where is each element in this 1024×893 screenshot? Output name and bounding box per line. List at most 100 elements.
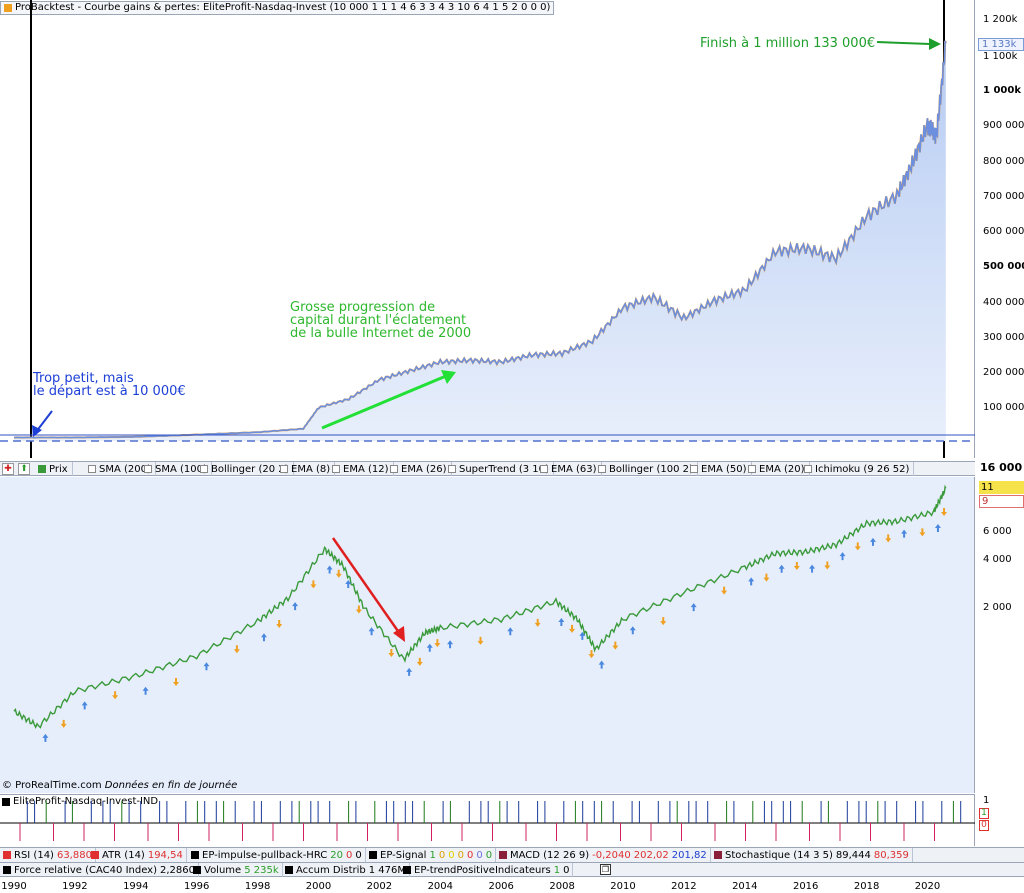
last-price-text: 11 288,57 <box>981 482 994 493</box>
indicator-value-item[interactable]: EP-trendPositiveIndicateurs 1 0 <box>400 863 574 877</box>
checkbox-icon[interactable] <box>332 465 340 473</box>
up-arrow-button[interactable]: ⬆ <box>18 463 30 475</box>
price-chart <box>13 484 948 742</box>
buy-arrow-icon <box>869 537 876 546</box>
indicator-value: 20 <box>330 849 343 861</box>
x-tick-label: 2020 <box>914 881 941 892</box>
buy-arrow-icon <box>142 686 149 695</box>
x-tick-label: 1998 <box>244 881 271 892</box>
toolbar-item[interactable]: Ichimoku (9 26 52) <box>800 462 915 476</box>
indicator-y-axis[interactable]: 1 1 0 <box>975 794 1024 846</box>
sell-arrow-icon <box>416 657 423 666</box>
checkbox-icon[interactable] <box>748 465 756 473</box>
indicator-badge-text: 0 <box>981 820 987 830</box>
start-annotation-line: le départ est à 10 000€ <box>33 384 186 399</box>
indicator-value: 0 <box>563 864 570 876</box>
equity-y-axis[interactable]: 1 200k 1 133k 1 100k 1 000k 900 000 800 … <box>975 0 1024 458</box>
x-tick-label: 2010 <box>610 881 636 892</box>
price-y-axis[interactable]: 11 288,57 9 733,62 6 000 4 000 2 000 <box>975 477 1024 793</box>
indicator-value: 63,880 <box>56 849 92 861</box>
sell-arrow-icon <box>60 719 67 728</box>
indicator-value-item[interactable]: EP-impulse-pullback-HRC 20 0 0 <box>188 848 366 862</box>
bubble-arrowhead <box>441 370 456 384</box>
toolbar-item[interactable]: Bollinger (100 2) <box>594 462 698 476</box>
checkbox-icon[interactable] <box>598 465 606 473</box>
checkbox-icon[interactable] <box>144 465 152 473</box>
indicator-value: 0 <box>476 849 483 861</box>
indicator-value-item[interactable]: RSI (14) 63,880 <box>0 848 96 862</box>
x-tick-label: 1990 <box>1 881 27 892</box>
indicator-value-item[interactable]: Volume 5 235k <box>190 863 283 877</box>
toolbar-item[interactable]: EMA (63) <box>536 462 602 476</box>
checkbox-icon[interactable] <box>200 465 208 473</box>
indicator-value-item[interactable]: Stochastique (14 3 5) 89,444 80,359 <box>711 848 913 862</box>
price-footer: © ProRealTime.com Données en fin de jour… <box>2 781 237 791</box>
x-tick-label: 2006 <box>488 881 514 892</box>
buy-arrow-icon <box>579 631 586 640</box>
price-line <box>13 484 947 730</box>
bubble-annotation: Grosse progression de capital durant l'é… <box>290 301 471 340</box>
indicator-panel-title: EliteProfit-Nasdaq-Invest-IND <box>2 797 158 807</box>
sell-arrow-icon <box>588 650 595 659</box>
x-axis[interactable]: 1990 1992 1994 1996 1998 2000 2002 2004 2006 2008… <box>0 877 1024 893</box>
indicator-value: 89,444 <box>835 849 871 861</box>
toolbar-item[interactable]: EMA (50) <box>686 462 752 476</box>
buy-arrow-icon <box>809 564 816 573</box>
footer-copyright: © ProRealTime.com <box>2 780 102 791</box>
current-value-badge: 1 133k <box>978 38 1024 51</box>
toolbar-item[interactable]: SMA (200) <box>84 462 156 476</box>
toolbar-item[interactable]: EMA (12) <box>328 462 394 476</box>
indicator-value: 2,2860 <box>160 864 195 876</box>
indicator-name: EP-impulse-pullback-HRC <box>202 849 328 861</box>
indicator-value: -0,2040 <box>592 849 631 861</box>
checkbox-icon[interactable] <box>280 465 288 473</box>
price-panel: © ProRealTime.com Données en fin de jour… <box>0 477 975 793</box>
checkbox-icon[interactable] <box>540 465 548 473</box>
sell-arrow-icon <box>824 561 831 570</box>
checkbox-icon[interactable] <box>690 465 698 473</box>
toolbar-item[interactable]: SuperTrend (3 10) <box>444 462 554 476</box>
toolbar-item[interactable]: Prix <box>34 462 73 476</box>
y-tick-label: 1 000k <box>983 85 1021 96</box>
indicator-value-item[interactable]: EP-Signal 1 0 0 0 0 0 0 <box>366 848 497 862</box>
price-swatch-icon[interactable] <box>38 465 46 473</box>
buy-arrow-icon <box>629 626 636 635</box>
buy-arrow-icon <box>81 701 88 710</box>
toolbar-item[interactable]: Bollinger (20 2) <box>196 462 294 476</box>
indicator-value: 80,359 <box>873 849 909 861</box>
checkbox-icon[interactable] <box>88 465 96 473</box>
indicator-value: 0 <box>457 849 464 861</box>
toolbar-item[interactable]: EMA (26) <box>386 462 452 476</box>
buy-arrow-icon <box>558 618 565 627</box>
checkbox-icon[interactable] <box>804 465 812 473</box>
sell-arrow-icon <box>569 624 576 633</box>
equity-chart <box>0 0 975 458</box>
indicator-bar-row-2: Force relative (CAC40 Index) 2,2860 Volume… <box>0 862 1024 877</box>
x-tick-label: 1996 <box>183 881 210 892</box>
bubble-annotation-line: capital durant l'éclatement <box>290 313 467 328</box>
buy-arrow-icon <box>778 564 785 573</box>
checkbox-icon[interactable] <box>390 465 398 473</box>
window-restore-icon[interactable]: ❐ <box>600 864 611 875</box>
y-tick-label: 100 000 <box>983 402 1024 413</box>
toolbar-item[interactable]: EMA (8) <box>276 462 336 476</box>
indicator-badge-1: 1 <box>979 808 989 819</box>
indicator-value-item[interactable]: ATR (14) 194,54 <box>88 848 187 862</box>
indicator-value: 0 <box>346 849 353 861</box>
y-tick-label: 800 000 <box>983 156 1024 167</box>
y-tick-label: 2 000 <box>983 602 1012 613</box>
toolbar-item[interactable]: SMA (100) <box>140 462 212 476</box>
sell-arrow-icon <box>233 645 240 654</box>
indicator-value-item[interactable]: Accum Distrib 1 476M <box>282 863 411 877</box>
bubble-annotation-line: de la bulle Internet de 2000 <box>290 326 472 341</box>
indicator-value: 1 476M <box>368 864 407 876</box>
indicator-value-item[interactable]: MACD (12 26 9) -0,2040 202,02 201,82 <box>496 848 711 862</box>
indicator-value-item[interactable]: Force relative (CAC40 Index) 2,2860 <box>0 863 199 877</box>
remove-button[interactable]: ✚ <box>2 463 14 475</box>
sell-arrow-icon <box>477 636 484 645</box>
equity-swatch-icon <box>4 4 12 12</box>
finish-arrow <box>876 41 931 45</box>
checkbox-icon[interactable] <box>448 465 456 473</box>
start-arrowhead <box>32 425 42 437</box>
buy-arrow-icon <box>368 627 375 636</box>
